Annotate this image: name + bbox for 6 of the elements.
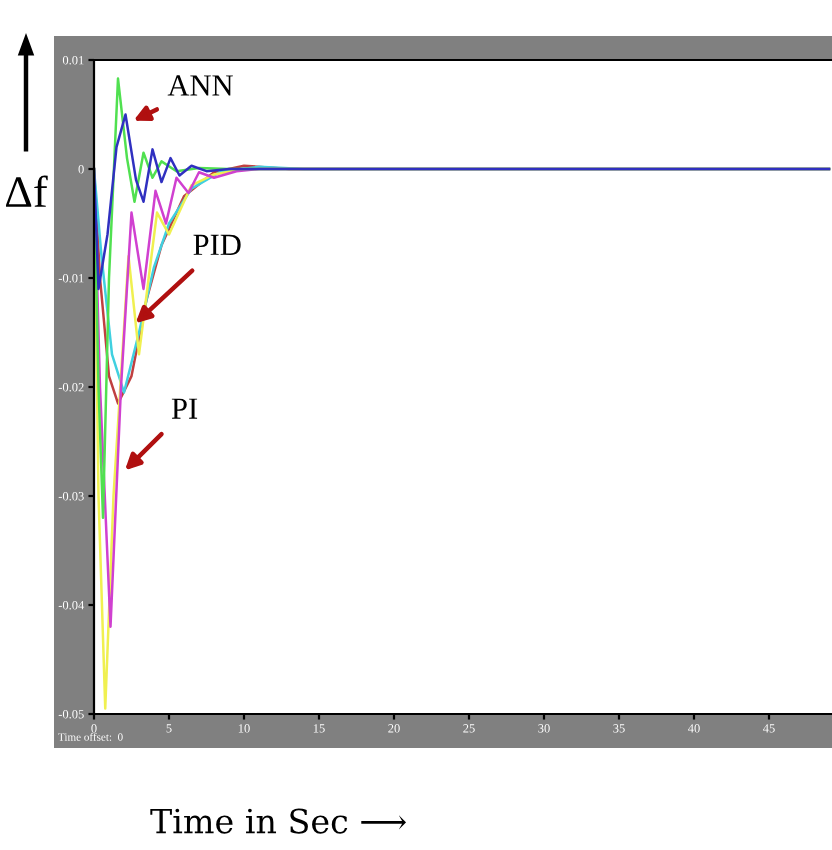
annotation: PI (171, 398, 198, 419)
x-axis-title: Time in Sec ⟶ (150, 808, 406, 834)
annotation: PID (193, 234, 241, 255)
line-series (94, 113, 831, 291)
annotation: ANN (167, 75, 233, 96)
y-axis-title: Δf (6, 175, 48, 207)
